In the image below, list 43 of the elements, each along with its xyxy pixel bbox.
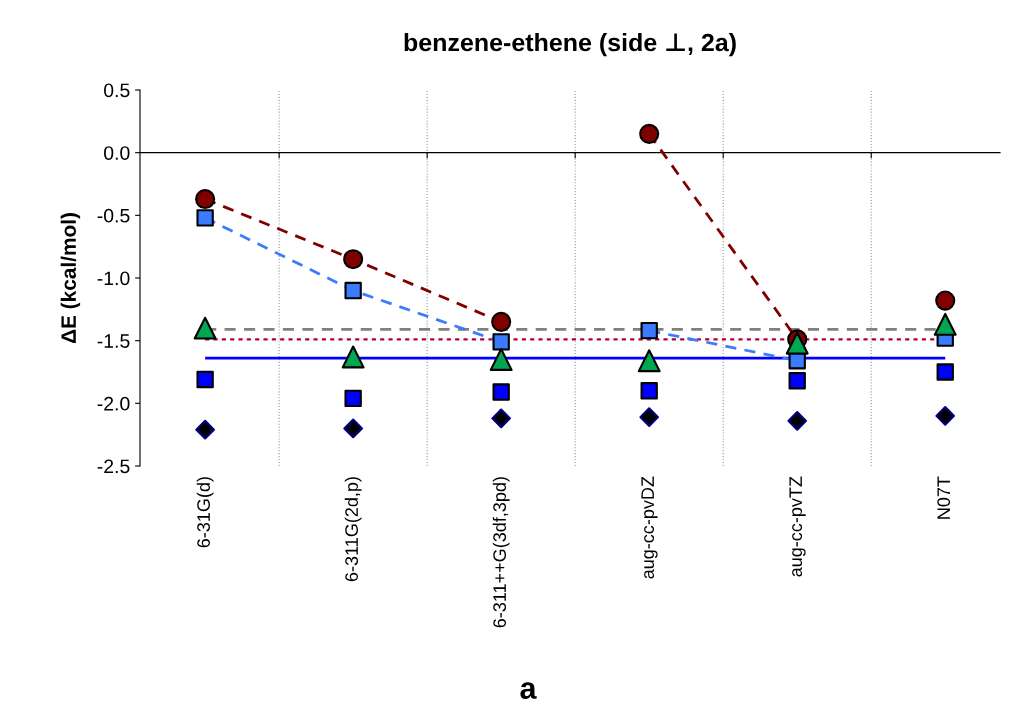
- point: [491, 408, 512, 429]
- point: [489, 348, 513, 371]
- point: [195, 419, 216, 440]
- point: [936, 363, 954, 381]
- y-tick-label: 0.5: [104, 83, 130, 98]
- point: [491, 311, 512, 332]
- point: [344, 389, 362, 407]
- point: [640, 321, 658, 340]
- x-tick-label: 6-31G(d): [196, 477, 214, 548]
- y-tick-label: 0.0: [104, 146, 130, 160]
- x-axis-title: a: [520, 682, 537, 699]
- point: [196, 209, 214, 227]
- chart-title: benzene-ethene (side ⊥, 2a): [404, 32, 736, 57]
- point: [492, 383, 510, 401]
- point: [637, 349, 661, 373]
- x-tick-label: 6-311++G(3df,3pd): [492, 477, 510, 628]
- point: [195, 188, 216, 210]
- point: [639, 407, 660, 427]
- point: [492, 333, 510, 351]
- point: [196, 370, 214, 389]
- x-tick-label: N07T: [937, 476, 951, 519]
- y-tick-label: -1.5: [97, 334, 130, 348]
- y-axis-title: ΔE (kcal/mol): [60, 213, 81, 344]
- y-tick-label: -2.5: [97, 459, 130, 474]
- y-tick-label: -0.5: [97, 208, 130, 223]
- x-tick-label: 6-311G(2d,p): [344, 477, 362, 582]
- point: [639, 123, 660, 144]
- point: [341, 345, 365, 369]
- x-tick-label: aug-cc-pvDZ: [641, 476, 658, 579]
- y-tick-label: -2.0: [97, 396, 130, 411]
- point: [193, 316, 217, 340]
- point: [935, 405, 956, 426]
- point: [343, 418, 364, 439]
- x-tick-label: aug-cc-pvTZ: [789, 476, 806, 577]
- point: [640, 382, 658, 400]
- point: [344, 281, 362, 300]
- point: [788, 372, 806, 390]
- point: [787, 411, 808, 431]
- y-tick-label: -1.0: [97, 271, 130, 286]
- point: [343, 249, 364, 270]
- point: [935, 290, 956, 311]
- point: [933, 312, 957, 336]
- point: [785, 331, 809, 355]
